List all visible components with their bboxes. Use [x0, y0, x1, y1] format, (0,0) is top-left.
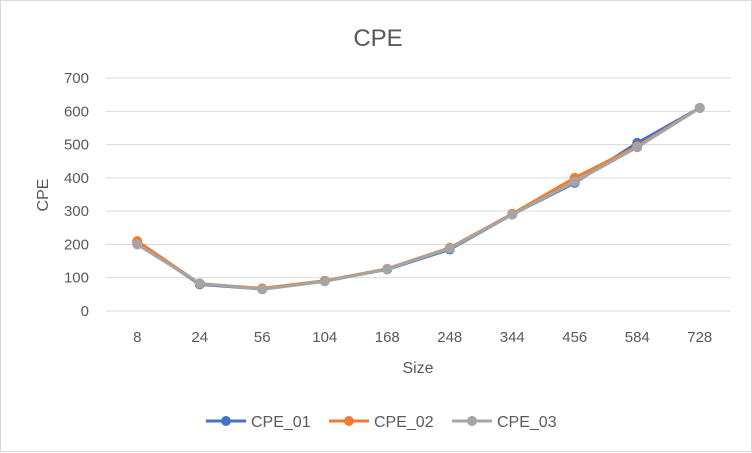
y-tick-label: 0 — [81, 303, 89, 320]
y-tick-label: 400 — [64, 170, 89, 187]
legend-label: CPE_03 — [497, 414, 557, 431]
x-tick-label: 248 — [437, 329, 462, 346]
series-group — [132, 102, 705, 295]
x-tick-label: 56 — [254, 329, 271, 346]
y-tick-label: 700 — [64, 70, 89, 87]
y-tick-label: 300 — [64, 203, 89, 220]
y-tick-label: 500 — [64, 137, 89, 154]
x-tick-label: 8 — [133, 329, 141, 346]
y-axis-ticks: 0 100 200 300 400 500 600 700 — [64, 70, 89, 320]
y-tick-label: 200 — [64, 236, 89, 253]
data-point-cpe-03-104 — [319, 276, 330, 287]
legend-swatch-marker — [344, 416, 354, 426]
x-tick-label: 168 — [375, 329, 400, 346]
y-tick-label: 100 — [64, 270, 89, 287]
series-line-cpe-02 — [135, 106, 702, 290]
data-point-cpe-03-456 — [569, 176, 580, 187]
data-point-cpe-03-728 — [694, 102, 705, 113]
y-axis-label: CPE — [35, 179, 52, 212]
x-tick-label: 344 — [500, 329, 525, 346]
x-axis-label: Size — [402, 360, 433, 377]
data-point-cpe-03-168 — [382, 264, 393, 275]
legend-item-cpe-01: CPE_01 — [206, 414, 311, 431]
chart-title: CPE — [353, 25, 402, 52]
data-point-cpe-03-56 — [257, 284, 268, 295]
legend-label: CPE_01 — [251, 414, 311, 431]
x-tick-label: 104 — [312, 329, 337, 346]
legend-item-cpe-02: CPE_02 — [329, 414, 434, 431]
legend-item-cpe-03: CPE_03 — [452, 414, 557, 431]
x-tick-label: 584 — [625, 329, 650, 346]
data-point-cpe-03-344 — [507, 209, 518, 220]
data-point-cpe-03-584 — [632, 142, 643, 153]
gridlines — [106, 77, 731, 312]
data-point-cpe-03-8 — [132, 239, 143, 250]
x-tick-label: 728 — [687, 329, 712, 346]
data-point-cpe-03-24 — [194, 278, 205, 289]
x-tick-label: 456 — [562, 329, 587, 346]
data-point-cpe-03-248 — [444, 243, 455, 254]
y-tick-label: 600 — [64, 103, 89, 120]
x-axis-ticks: 8 24 56 104 168 248 344 456 584 728 — [133, 329, 712, 346]
legend-swatch-marker — [467, 416, 477, 426]
legend: CPE_01 CPE_02 CPE_03 — [206, 414, 557, 431]
series-line-cpe-01 — [135, 106, 702, 291]
legend-label: CPE_02 — [374, 414, 434, 431]
series-line-cpe-03 — [135, 106, 702, 291]
legend-swatch-marker — [221, 416, 231, 426]
x-tick-label: 24 — [191, 329, 208, 346]
